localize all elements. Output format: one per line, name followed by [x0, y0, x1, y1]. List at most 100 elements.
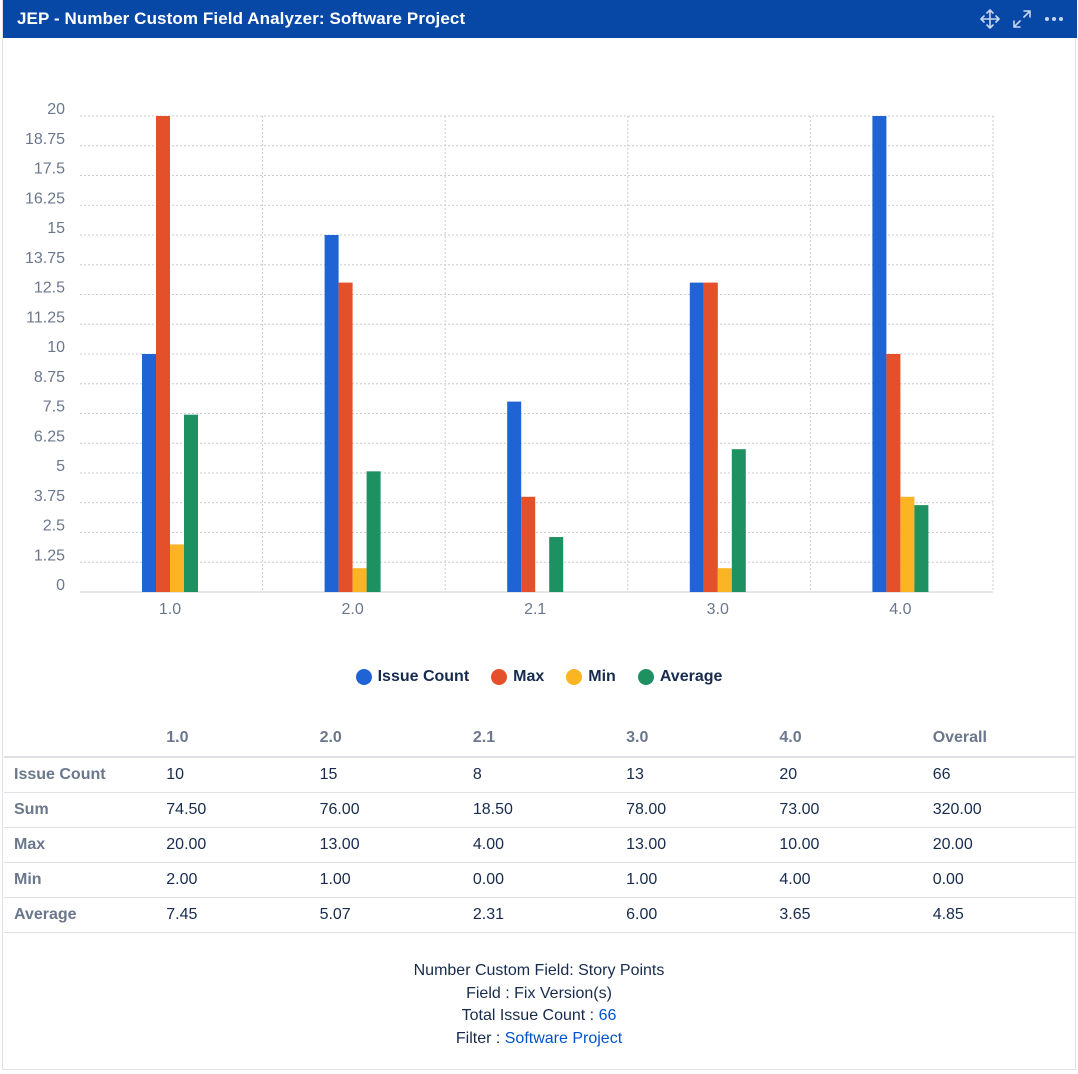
- table-cell: 0.00: [462, 862, 617, 898]
- row-label: Max: [4, 827, 157, 863]
- table-cell: 1.00: [309, 862, 463, 898]
- row-label: Issue Count: [4, 757, 157, 793]
- bar-issue-count[interactable]: [507, 401, 522, 592]
- table-cell: 74.50: [156, 792, 310, 828]
- x-tick-label: 3.0: [707, 601, 729, 618]
- table-cell: 2.31: [462, 897, 617, 933]
- y-tick-label: 17.5: [34, 161, 65, 178]
- table-cell: 4.85: [922, 897, 1076, 933]
- legend-label: Issue Count: [377, 668, 470, 685]
- bar-average[interactable]: [366, 471, 381, 592]
- y-tick-label: 3.75: [34, 488, 65, 505]
- legend-item[interactable]: Min: [566, 668, 616, 686]
- table-cell: 320.00: [922, 792, 1076, 828]
- legend-item[interactable]: Max: [491, 668, 544, 686]
- y-tick-label: 18.75: [25, 131, 65, 148]
- x-tick-label: 2.0: [341, 601, 363, 618]
- bar-min[interactable]: [170, 544, 184, 592]
- bar-average[interactable]: [914, 505, 929, 592]
- legend-dot-icon: [566, 669, 583, 685]
- table-cell: 4.00: [462, 827, 617, 863]
- chart-legend: Issue Count Max Min Average: [0, 668, 1078, 686]
- more-icon[interactable]: [1043, 8, 1065, 30]
- legend-dot-icon: [491, 669, 508, 685]
- bar-min[interactable]: [900, 496, 915, 592]
- y-tick-label: 16.25: [25, 190, 65, 207]
- expand-icon[interactable]: [1011, 8, 1033, 30]
- legend-label: Max: [513, 668, 545, 685]
- table-cell: 66: [922, 757, 1076, 793]
- table-header-row: 1.0 2.0 2.1 3.0 4.0 Overall: [4, 720, 1076, 758]
- table-cell: 3.65: [769, 897, 923, 933]
- gadget-title-bar: JEP - Number Custom Field Analyzer: Soft…: [3, 0, 1077, 38]
- bar-issue-count[interactable]: [689, 282, 704, 592]
- table-cell: 1.00: [616, 862, 770, 898]
- filter-label: Filter :: [455, 1029, 505, 1047]
- table-cell: 20.00: [156, 827, 310, 863]
- legend-dot-icon: [355, 669, 372, 685]
- bar-min[interactable]: [352, 568, 367, 592]
- filter-link[interactable]: Software Project: [504, 1029, 623, 1047]
- table-cell: 10.00: [769, 827, 923, 863]
- table-cell: 20: [769, 757, 923, 793]
- column-header: [4, 720, 157, 758]
- y-tick-label: 2.5: [43, 518, 65, 535]
- bar-max[interactable]: [886, 354, 901, 592]
- bar-min[interactable]: [717, 568, 732, 592]
- custom-field-label: Number Custom Field: Story Points: [413, 962, 665, 979]
- stats-table: 1.0 2.0 2.1 3.0 4.0 Overall Issue Count 1…: [4, 720, 1076, 933]
- legend-label: Average: [659, 668, 723, 685]
- bar-max[interactable]: [338, 282, 353, 592]
- bar-issue-count[interactable]: [142, 354, 156, 592]
- y-tick-label: 11.25: [26, 309, 65, 326]
- x-tick-label: 1.0: [159, 601, 181, 618]
- table-row: Max 20.00 13.00 4.00 13.00 10.00 20.00: [4, 827, 1076, 863]
- y-tick-label: 6.25: [34, 428, 65, 445]
- table-cell: 73.00: [769, 792, 923, 828]
- table-row: Average 7.45 5.07 2.31 6.00 3.65 4.85: [4, 897, 1076, 933]
- column-header: 2.0: [309, 720, 463, 758]
- gadget-title: JEP - Number Custom Field Analyzer: Soft…: [17, 9, 466, 28]
- table-cell: 5.07: [309, 897, 463, 933]
- y-tick-label: 13.75: [25, 250, 65, 267]
- row-label: Sum: [4, 792, 157, 828]
- column-header: 4.0: [769, 720, 923, 758]
- bar-average[interactable]: [184, 414, 198, 592]
- column-header: 1.0: [156, 720, 310, 758]
- legend-item[interactable]: Average: [637, 668, 723, 686]
- y-tick-label: 12.5: [34, 280, 65, 297]
- y-tick-label: 0: [56, 577, 65, 594]
- filter-line: Filter : Software Project: [0, 1028, 1078, 1051]
- field-label: Field : Fix Version(s): [466, 984, 612, 1002]
- bar-max[interactable]: [703, 282, 718, 592]
- bar-max[interactable]: [156, 116, 170, 592]
- column-header: 2.1: [462, 720, 617, 758]
- bar-max[interactable]: [521, 496, 536, 592]
- x-tick-label: 2.1: [524, 601, 546, 618]
- bar-average[interactable]: [731, 449, 746, 592]
- y-tick-label: 10: [47, 339, 65, 356]
- total-label: Total Issue Count :: [461, 1007, 599, 1024]
- move-icon[interactable]: [979, 8, 1001, 30]
- y-tick-label: 8.75: [34, 369, 65, 386]
- row-label: Min: [4, 862, 157, 898]
- table-cell: 4.00: [769, 862, 923, 898]
- y-tick-label: 5: [56, 458, 65, 475]
- table-cell: 13.00: [309, 827, 463, 863]
- bar-chart: 0 1.25 2.5 3.75 5 6.25 7.5 8.75 10 11.25 12.5 13.75…: [25, 101, 994, 618]
- bar-issue-count[interactable]: [324, 235, 339, 592]
- legend-item[interactable]: Issue Count: [355, 668, 470, 686]
- table-cell: 13.00: [616, 827, 770, 863]
- gadget-footer: Number Custom Field: Story Points Field …: [0, 960, 1078, 1050]
- table-cell: 78.00: [616, 792, 770, 828]
- gadget-actions: [979, 0, 1065, 38]
- table-cell: 7.45: [156, 897, 310, 933]
- table-cell: 15: [309, 757, 463, 793]
- legend-label: Min: [588, 668, 616, 685]
- bar-issue-count[interactable]: [872, 116, 887, 592]
- table-cell: 76.00: [309, 792, 463, 828]
- bar-average[interactable]: [549, 537, 564, 592]
- total-count-link[interactable]: 66: [598, 1007, 617, 1024]
- column-header: Overall: [922, 720, 1076, 758]
- table-cell: 10: [156, 757, 310, 793]
